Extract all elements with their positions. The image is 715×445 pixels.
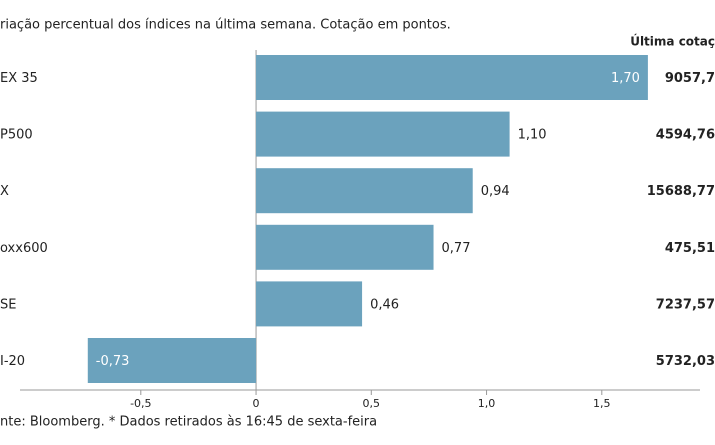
x-tick-label: 0 [253,397,260,410]
value-label: 1,10 [518,128,547,143]
category-label: P500 [0,128,33,143]
x-tick-label: -0,5 [130,397,151,410]
quote-header: Última cotaç [630,34,715,49]
chart-title: riação percentual dos índices na última … [0,18,451,33]
footer: nte: Bloomberg. * Dados retirados às 16:… [0,415,377,430]
value-label: 1,70 [611,71,640,86]
quote: 5732,03 [656,354,715,369]
category-label: X [0,184,9,199]
x-tick-label: 1,0 [478,397,496,410]
value-label: 0,94 [481,184,510,199]
value-label: 0,46 [370,297,399,312]
bar [256,224,434,270]
bar [87,338,257,383]
category-label: SE [0,297,16,312]
category-label: EX 35 [0,71,38,86]
category-label: I-20 [0,354,25,369]
quote: 4594,76 [656,128,715,143]
bar [256,111,510,157]
bar [256,168,473,214]
quote: 15688,77 [647,184,715,199]
value-label: -0,73 [96,354,130,369]
quote: 7237,57 [656,297,715,312]
bar [256,55,648,100]
bar [256,281,363,327]
x-tick-label: 1,5 [593,397,611,410]
value-label: 0,77 [442,241,471,256]
x-tick-label: 0,5 [363,397,381,410]
quote: 475,51 [665,241,715,256]
quote: 9057,7 [665,71,715,86]
category-label: oxx600 [0,241,48,256]
